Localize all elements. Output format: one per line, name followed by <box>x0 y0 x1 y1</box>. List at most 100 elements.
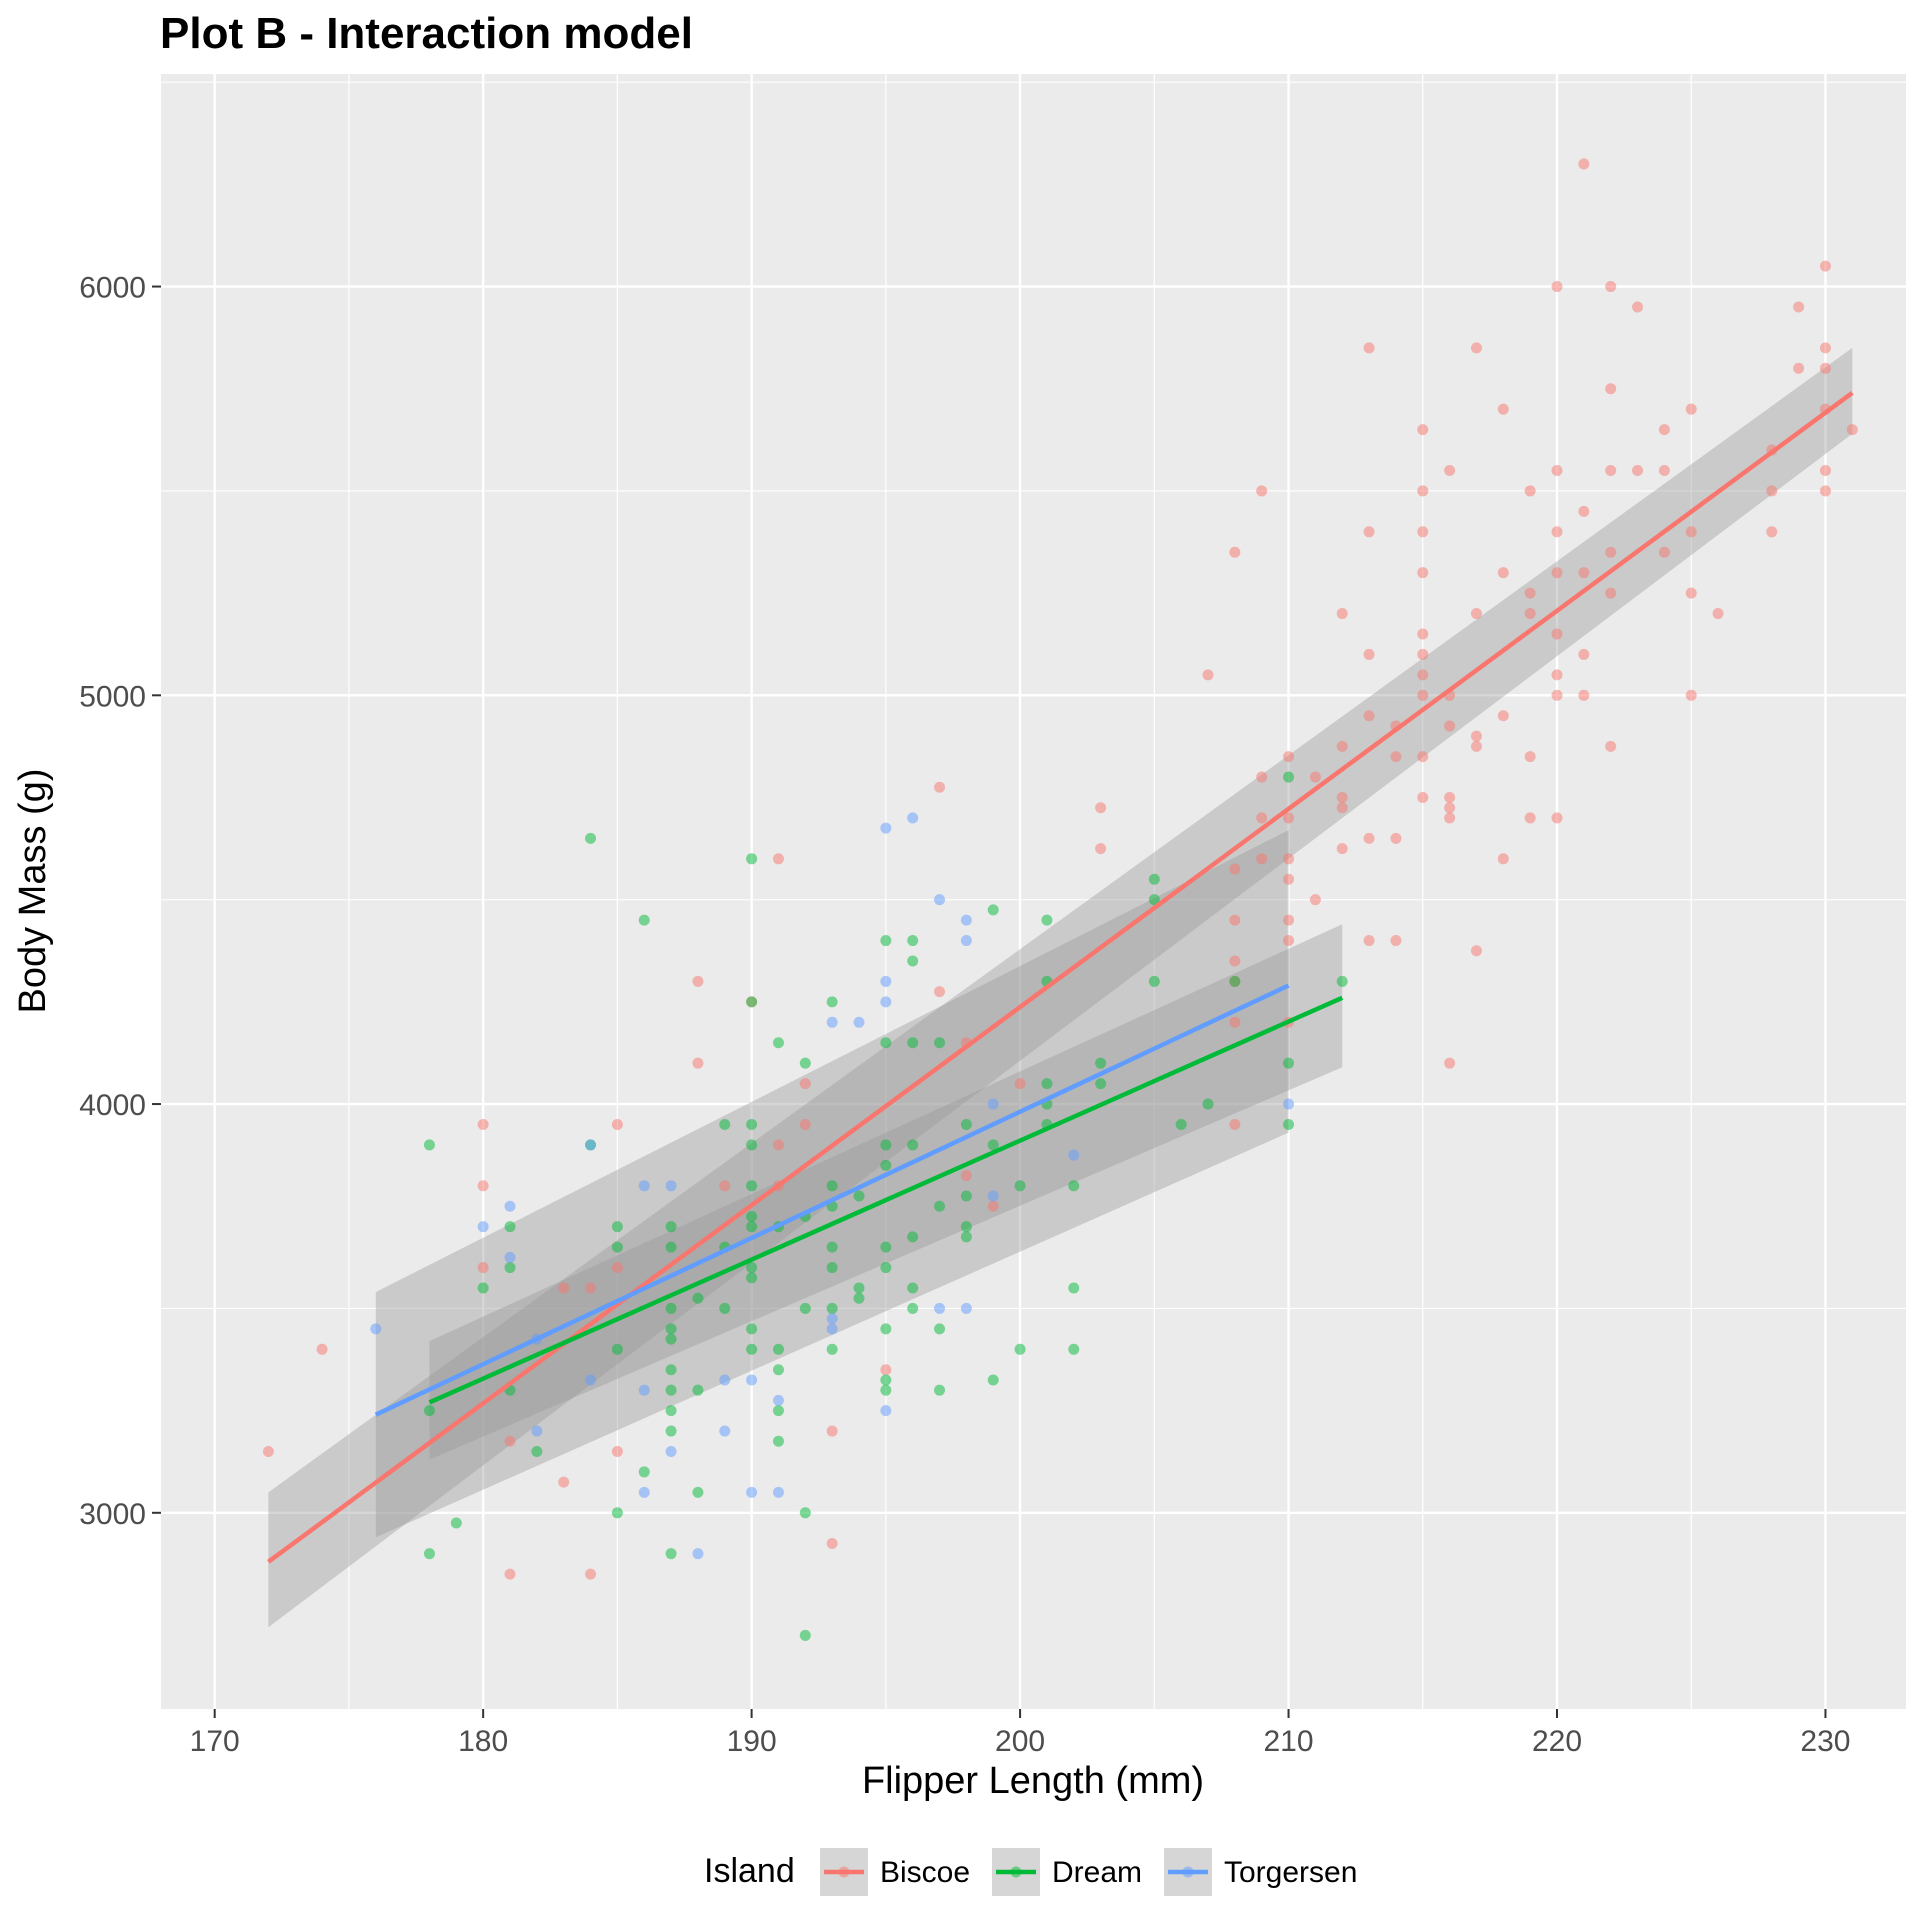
data-point-torgersen <box>719 1425 731 1437</box>
data-point-dream <box>746 1343 758 1355</box>
data-point-biscoe <box>1819 342 1831 354</box>
data-point-biscoe <box>1551 281 1563 293</box>
data-point-dream <box>799 1057 811 1069</box>
fit-lines <box>267 391 1854 1564</box>
data-point-biscoe <box>1283 751 1295 763</box>
data-point-dream <box>960 1221 972 1233</box>
data-point-biscoe <box>1229 1016 1241 1028</box>
data-point-torgersen <box>987 1098 999 1110</box>
data-points <box>262 158 1858 1641</box>
data-point-biscoe <box>1846 424 1858 436</box>
data-point-torgersen <box>826 1323 838 1335</box>
data-point-biscoe <box>1390 832 1402 844</box>
data-point-biscoe <box>1605 740 1617 752</box>
data-point-biscoe <box>1363 342 1375 354</box>
data-point-torgersen <box>719 1374 731 1386</box>
data-point-biscoe <box>1336 740 1348 752</box>
data-point-biscoe <box>1551 812 1563 824</box>
data-point-dream <box>423 1139 435 1151</box>
data-point-biscoe <box>1470 342 1482 354</box>
data-point-biscoe <box>585 1568 597 1580</box>
data-point-biscoe <box>799 1078 811 1090</box>
data-point-dream <box>1041 1078 1053 1090</box>
data-point-dream <box>692 1292 704 1304</box>
data-point-dream <box>772 1405 784 1417</box>
chart-title: Plot B - Interaction model <box>160 9 693 58</box>
data-point-biscoe <box>692 975 704 987</box>
data-point-dream <box>880 1037 892 1049</box>
data-point-dream <box>853 1292 865 1304</box>
data-point-torgersen <box>1283 1098 1295 1110</box>
data-point-biscoe <box>1524 608 1536 620</box>
data-point-dream <box>907 1139 919 1151</box>
data-point-biscoe <box>1417 567 1429 579</box>
data-point-dream <box>934 1200 946 1212</box>
data-point-dream <box>907 935 919 947</box>
data-point-dream <box>853 1190 865 1202</box>
grid-major <box>161 74 1906 1709</box>
data-point-biscoe <box>1444 802 1456 814</box>
data-point-dream <box>987 1374 999 1386</box>
data-point-biscoe <box>477 1118 489 1130</box>
x-tick-label: 170 <box>190 1725 240 1758</box>
data-point-torgersen <box>880 1405 892 1417</box>
data-point-dream <box>826 996 838 1008</box>
data-point-dream <box>880 1241 892 1253</box>
data-point-biscoe <box>1470 730 1482 742</box>
y-tick-label: 3000 <box>79 1498 146 1531</box>
data-point-torgersen <box>585 1139 597 1151</box>
data-point-dream <box>1148 873 1160 885</box>
data-point-biscoe <box>1309 771 1321 783</box>
legend: Island Biscoe Dream Torgersen <box>704 1848 1357 1896</box>
data-point-biscoe <box>1524 485 1536 497</box>
data-point-biscoe <box>1470 608 1482 620</box>
data-point-biscoe <box>1229 546 1241 558</box>
data-point-biscoe <box>1819 260 1831 272</box>
data-point-biscoe <box>1417 669 1429 681</box>
data-point-dream <box>799 1302 811 1314</box>
fit-line-torgersen <box>374 983 1290 1417</box>
data-point-torgersen <box>585 1374 597 1386</box>
data-point-biscoe <box>1444 791 1456 803</box>
data-point-biscoe <box>1417 526 1429 538</box>
data-point-biscoe <box>1417 424 1429 436</box>
data-point-biscoe <box>1819 362 1831 374</box>
data-point-biscoe <box>1605 383 1617 395</box>
data-point-biscoe <box>504 1435 516 1447</box>
data-point-biscoe <box>1363 832 1375 844</box>
data-point-dream <box>665 1405 677 1417</box>
fit-line-dream <box>428 995 1344 1405</box>
y-axis-title: Body Mass (g) <box>12 769 54 1014</box>
data-point-dream <box>907 1282 919 1294</box>
data-point-biscoe <box>1363 710 1375 722</box>
data-point-biscoe <box>1336 791 1348 803</box>
data-point-torgersen <box>880 822 892 834</box>
data-point-biscoe <box>1336 843 1348 855</box>
data-point-dream <box>638 1466 650 1478</box>
data-point-dream <box>826 1180 838 1192</box>
data-point-biscoe <box>316 1343 328 1355</box>
data-point-biscoe <box>1551 689 1563 701</box>
data-point-torgersen <box>638 1384 650 1396</box>
data-point-dream <box>880 1139 892 1151</box>
data-point-dream <box>934 1384 946 1396</box>
x-tick-label: 230 <box>1800 1725 1850 1758</box>
data-point-dream <box>746 1139 758 1151</box>
data-point-dream <box>719 1118 731 1130</box>
data-point-biscoe <box>1819 485 1831 497</box>
data-point-biscoe <box>1685 689 1697 701</box>
data-point-dream <box>665 1425 677 1437</box>
data-point-torgersen <box>880 975 892 987</box>
data-point-dream <box>665 1364 677 1376</box>
data-point-dream <box>665 1241 677 1253</box>
data-point-dream <box>1202 1098 1214 1110</box>
data-point-torgersen <box>853 1016 865 1028</box>
data-point-biscoe <box>1658 464 1670 476</box>
data-point-biscoe <box>1417 791 1429 803</box>
x-tick-label: 190 <box>727 1725 777 1758</box>
data-point-dream <box>826 1343 838 1355</box>
data-point-dream <box>880 1323 892 1335</box>
data-point-dream <box>746 1210 758 1222</box>
data-point-biscoe <box>772 1139 784 1151</box>
x-tick-label: 180 <box>458 1725 508 1758</box>
